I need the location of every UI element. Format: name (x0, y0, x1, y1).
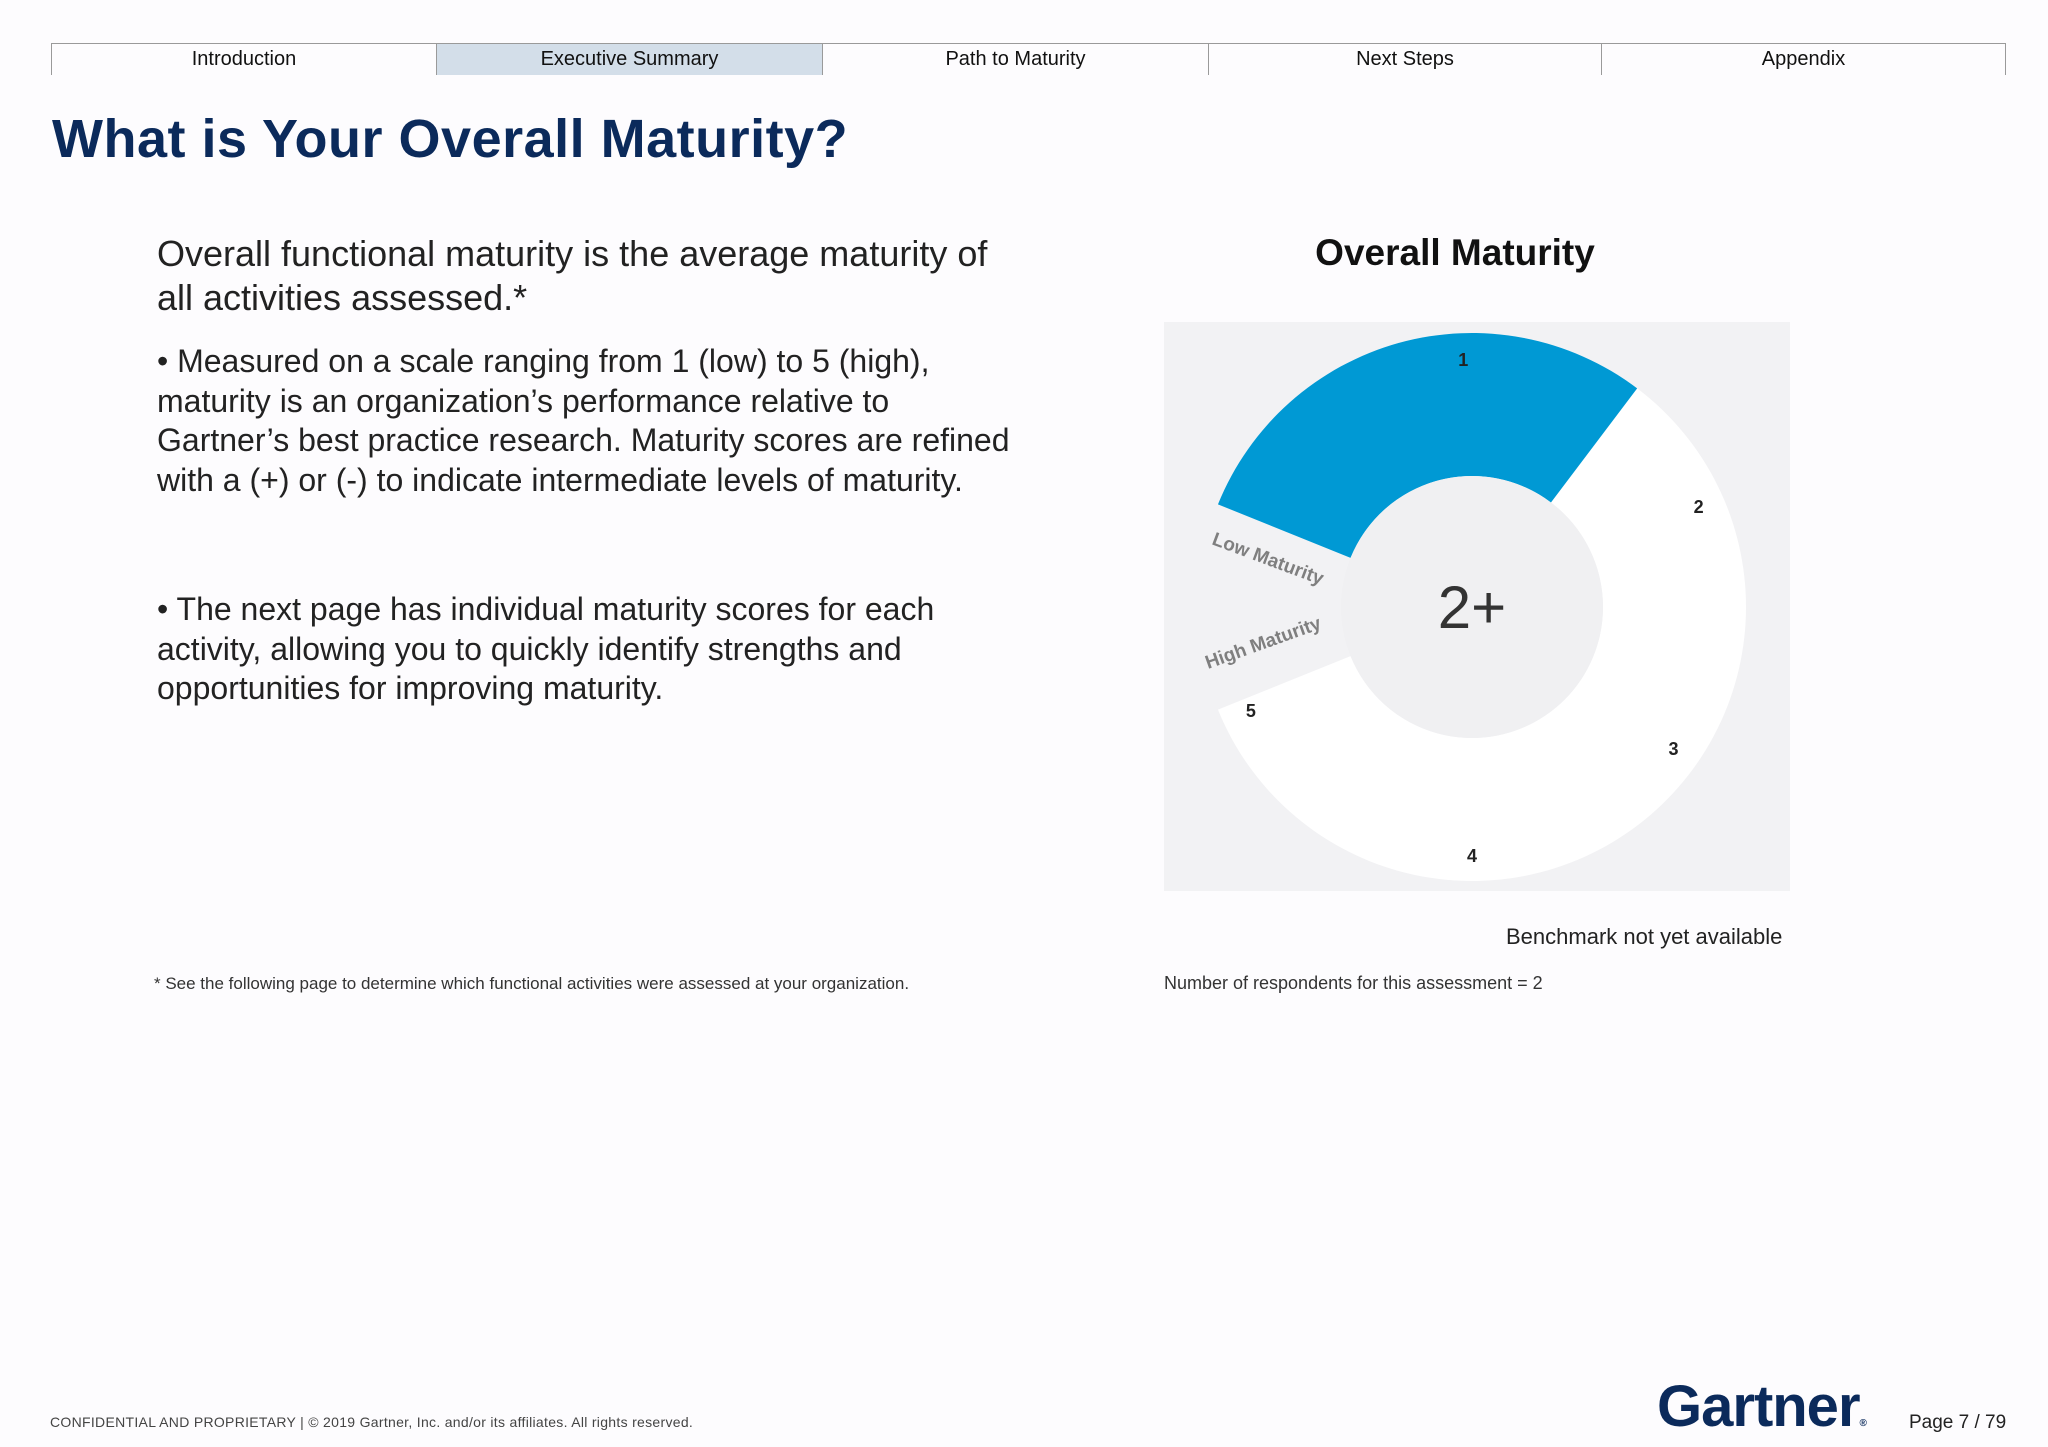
footnote: * See the following page to determine wh… (154, 974, 910, 993)
gauge-tick-label: 3 (1668, 739, 1678, 759)
gauge-filled-arc (1217, 332, 1638, 558)
gauge-tick-label: 1 (1458, 350, 1468, 370)
tab-appendix[interactable]: Appendix (1601, 44, 2006, 75)
gauge-tick-label: 2 (1694, 497, 1704, 517)
gauge-tick-label: 5 (1246, 701, 1256, 721)
tab-introduction[interactable]: Introduction (51, 44, 436, 75)
section-tabs: Introduction Executive Summary Path to M… (51, 43, 2006, 75)
gartner-logo: Gartner® (1657, 1374, 1867, 1439)
page-number: Page 7 / 79 (1909, 1412, 2007, 1433)
tab-next-steps[interactable]: Next Steps (1208, 44, 1601, 75)
lead-text: Overall functional maturity is the avera… (157, 233, 988, 318)
gauge-tick-labels: 1 2 3 4 5 (1246, 350, 1704, 866)
bullet-next-page: • The next page has individual maturity … (157, 591, 935, 706)
tab-executive-summary[interactable]: Executive Summary (436, 44, 822, 75)
gauge-center (1341, 476, 1603, 738)
benchmark-note: Benchmark not yet available (1506, 924, 1783, 949)
respondents-note: Number of respondents for this assessmen… (1164, 973, 1543, 993)
gauge-score-label: 2+ (1438, 574, 1506, 641)
high-maturity-label: High Maturity (1203, 613, 1325, 674)
confidential-footer: CONFIDENTIAL AND PROPRIETARY | © 2019 Ga… (50, 1414, 694, 1430)
page-title: What is Your Overall Maturity? (52, 109, 849, 169)
gauge-tick-label: 4 (1467, 846, 1477, 866)
bullet-scale-description: • Measured on a scale ranging from 1 (lo… (157, 343, 1010, 498)
tab-path-to-maturity[interactable]: Path to Maturity (822, 44, 1208, 75)
chart-title: Overall Maturity (1315, 232, 1595, 273)
